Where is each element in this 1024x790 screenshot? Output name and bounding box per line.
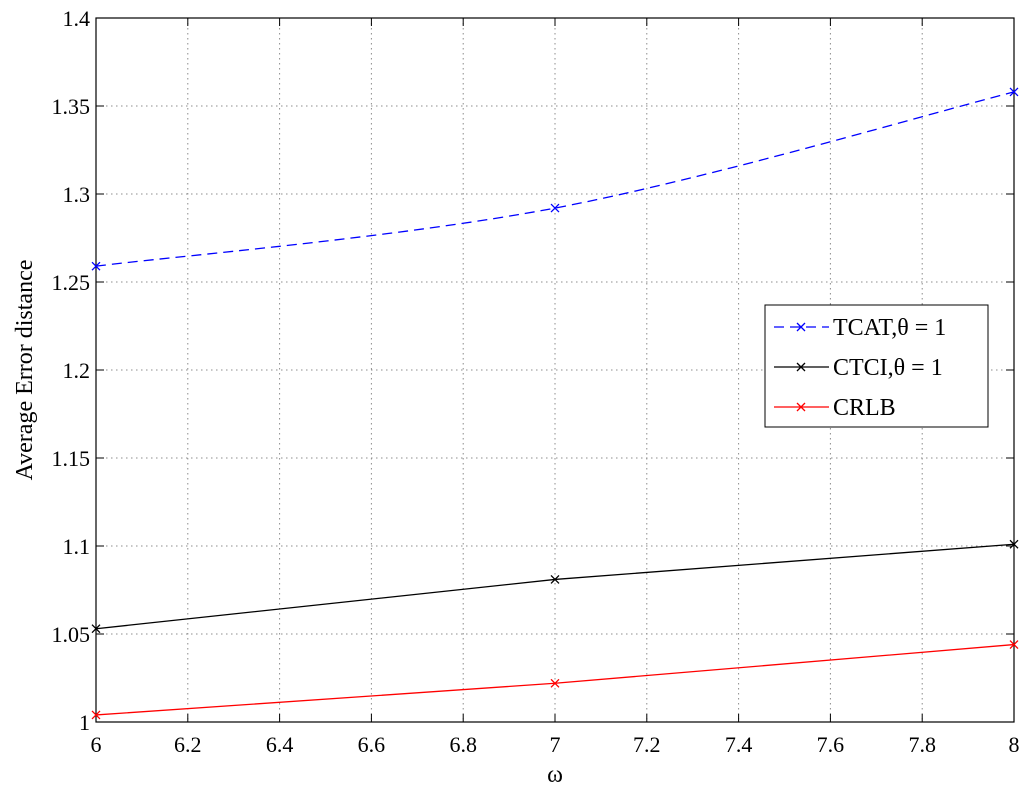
y-tick-label: 1.3 — [63, 182, 91, 207]
series-marker — [1009, 640, 1019, 650]
x-tick-label: 7.4 — [725, 732, 753, 757]
x-axis-title: ω — [547, 762, 563, 788]
y-tick-label: 1.4 — [63, 6, 91, 31]
x-tick-label: 7.6 — [817, 732, 845, 757]
x-tick-label: 6.4 — [266, 732, 294, 757]
axis-ticks: 6 6.2 6.4 6.6 6.8 7 7.2 7.4 7.6 7.8 8 1 1.05 1.1 1.15 1… — [52, 6, 1020, 757]
series-marker — [550, 203, 560, 213]
legend-label: CTCI,θ = 1 — [833, 355, 943, 381]
x-tick-label: 6.2 — [174, 732, 202, 757]
series-line-1 — [95, 543, 1015, 630]
series-marker — [91, 624, 101, 634]
y-tick-label: 1.1 — [63, 534, 91, 559]
x-tick-label: 6.8 — [449, 732, 477, 757]
series-marker — [91, 710, 101, 720]
y-tick-label: 1.25 — [52, 270, 91, 295]
series-marker — [550, 574, 560, 584]
series-line-0 — [95, 91, 1015, 267]
series-marker — [1009, 87, 1019, 97]
x-tick-label: 7.8 — [908, 732, 936, 757]
legend-marker — [796, 322, 806, 332]
y-tick-label: 1 — [79, 710, 90, 735]
legend-label: TCAT,θ = 1 — [833, 315, 946, 341]
y-tick-label: 1.2 — [63, 358, 91, 383]
legend: TCAT,θ = 1 CTCI,θ = 1 CRLB — [764, 304, 989, 428]
series-marker — [550, 678, 560, 688]
legend-marker — [796, 402, 806, 412]
x-tick-label: 8 — [1009, 732, 1020, 757]
x-tick-label: 6.6 — [358, 732, 386, 757]
y-tick-label: 1.15 — [52, 446, 91, 471]
y-axis-title: Average Error distance — [12, 260, 38, 481]
y-tick-label: 1.05 — [52, 622, 91, 647]
legend-marker — [796, 362, 806, 372]
x-tick-label: 7.2 — [633, 732, 661, 757]
series-layer — [91, 87, 1019, 720]
x-tick-label: 6 — [91, 732, 102, 757]
x-tick-label: 7 — [550, 732, 561, 757]
legend-label: CRLB — [833, 395, 896, 421]
y-tick-label: 1.35 — [52, 94, 91, 119]
series-marker — [1009, 539, 1019, 549]
series-marker — [91, 261, 101, 271]
